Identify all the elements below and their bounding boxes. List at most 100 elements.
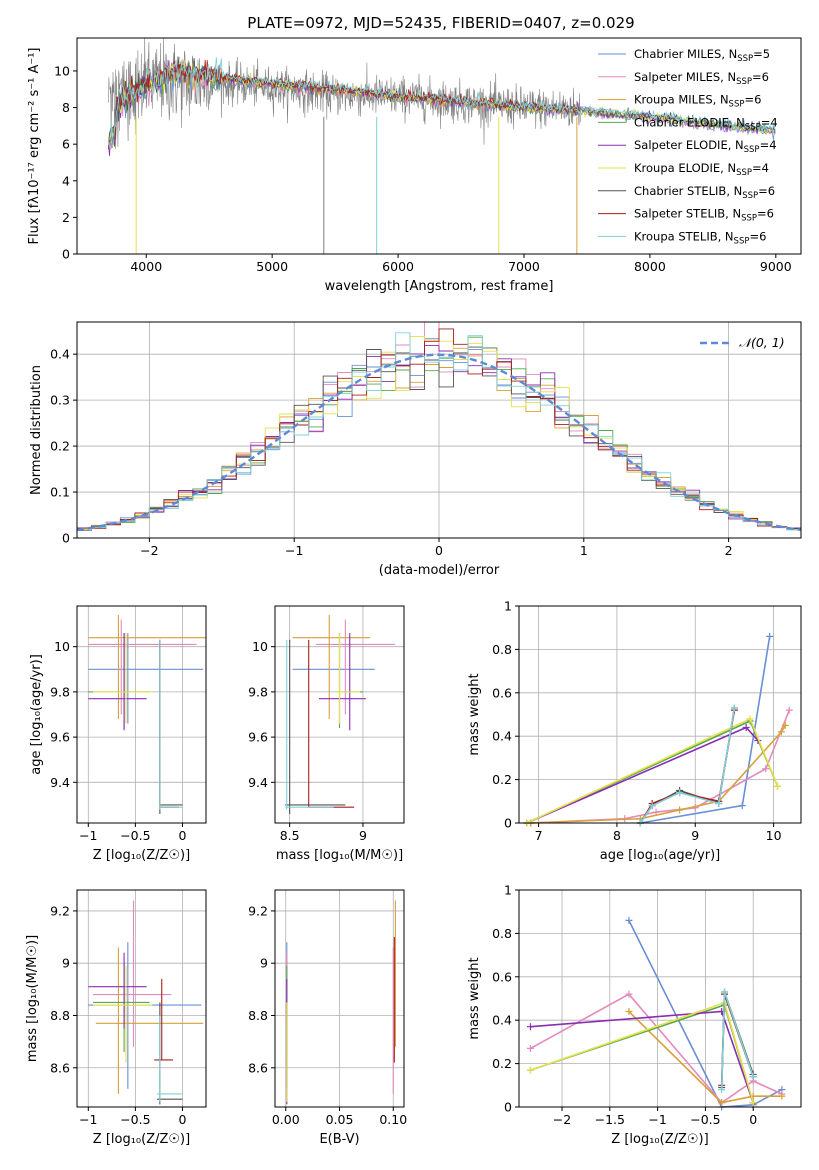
error-bar: [88, 633, 147, 731]
spectrum-lines: [108, 38, 776, 254]
weight-point: [774, 782, 781, 790]
error-bar: [88, 615, 206, 720]
histograms: [77, 322, 801, 533]
axes-frame: [76, 37, 802, 255]
x-tick-label: −1: [648, 1112, 666, 1127]
weight-point: [648, 802, 656, 810]
y-tick-label: 0.2: [492, 1056, 512, 1071]
legend-label-eq: =6: [744, 93, 761, 107]
legend-label-eq: =6: [752, 70, 769, 84]
weight-point: [718, 1086, 726, 1094]
y-tick-label: 10: [54, 63, 70, 78]
weight-point: [625, 990, 633, 998]
legend-label: Kroupa ELODIE, NSSP=4: [634, 161, 769, 178]
x-axis-label: wavelength [Angstrom, rest frame]: [325, 279, 554, 294]
ebv_mass-grid: [275, 890, 404, 1107]
z_mass-grid: [77, 890, 206, 1107]
x-tick-label: −2: [140, 543, 158, 558]
weight-line: [530, 724, 786, 824]
legend-label-text: Salpeter MILES, N: [634, 70, 736, 84]
y-tick-label: 10: [54, 639, 70, 654]
y-tick-label: 9.4: [248, 775, 268, 790]
weight-point: [730, 704, 738, 712]
error-bar: [88, 952, 147, 1029]
z_age-marks: [88, 615, 206, 814]
y-tick-label: 8: [62, 100, 70, 115]
y-tick-label: 0.4: [50, 347, 70, 362]
y-tick-label: 6: [62, 137, 70, 152]
model-spectrum-line: [108, 57, 776, 150]
weight-point: [749, 1099, 757, 1107]
y-axis-label: Normed distribution: [29, 365, 44, 495]
weight-point: [526, 1023, 534, 1031]
weight-series: [523, 715, 781, 827]
x-axis-label: E(B-V): [319, 1132, 359, 1147]
axes-frame: [518, 605, 802, 824]
legend-label-sub: SSP: [734, 236, 750, 246]
z_weight-marks: [526, 916, 786, 1111]
y-tick-label: 0: [504, 816, 512, 831]
x-tick-label: 8000: [634, 259, 666, 274]
weight-series: [527, 721, 789, 827]
x-tick-label: 2: [725, 543, 733, 558]
x-tick-label: 0.10: [379, 1112, 407, 1127]
x-tick-label: 0: [178, 1112, 186, 1127]
legend-label-text: Chabrier STELIB, N: [634, 184, 742, 198]
y-tick-label: 0: [62, 247, 70, 262]
y-tick-label: 1: [504, 599, 512, 614]
y-tick-label: 0.8: [492, 926, 512, 941]
weight-point: [781, 721, 789, 729]
legend-label-eq: =4: [752, 161, 769, 175]
x-tick-label: −1: [79, 828, 97, 843]
z_age-axes: −1 −0.5 0 9.4 9.6 9.8 10 Z [log₁₀(Z/Z☉)] age [lo…: [29, 605, 207, 863]
legend-label: Salpeter ELODIE, NSSP=4: [634, 138, 777, 155]
y-tick-label: 9.6: [248, 730, 268, 745]
legend-label-text: Salpeter STELIB, N: [634, 207, 741, 221]
x-tick-label: −1: [285, 543, 303, 558]
z-mass-panel: −1 −0.5 0 8.6 8.8 9 9.2 Z [log₁₀(Z/Z☉)] mass [lo…: [25, 889, 207, 1147]
y-tick-label: 9.2: [248, 903, 268, 918]
z_mass-axes: −1 −0.5 0 8.6 8.8 9 9.2 Z [log₁₀(Z/Z☉)] mass [lo…: [25, 889, 207, 1147]
ebv_mass-marks: [286, 900, 396, 1105]
y-tick-label: 0: [504, 1100, 512, 1115]
x-tick-label: −0.5: [120, 1112, 150, 1127]
weight-point: [526, 1044, 534, 1052]
x-tick-label: −1.5: [595, 1112, 625, 1127]
legend-label-eq: =5: [753, 47, 770, 61]
error-bar: [336, 633, 361, 724]
legend-label-text: Kroupa ELODIE, N: [634, 161, 736, 175]
error-bar: [285, 639, 334, 810]
axes-frame: [76, 889, 207, 1108]
legend-label: Kroupa MILES, NSSP=6: [634, 93, 761, 110]
spectrum-marks: Chabrier MILES, NSSP=5 Salpeter MILES, N S…: [108, 38, 778, 254]
error-bar: [88, 619, 197, 715]
error-bar: [157, 1015, 183, 1102]
weight-point: [625, 1008, 633, 1016]
z-weight-panel: −2 −1.5 −1 −0.5 0 0 0.2 0.4 0.6 0.8 1 Z [log₁₀(Z/Z☉…: [467, 883, 802, 1147]
figure-title: PLATE=0972, MJD=52435, FIBERID=0407, z=0…: [247, 14, 634, 32]
legend-label-text: Kroupa STELIB, N: [634, 229, 734, 243]
y-tick-label: 0.4: [492, 1013, 512, 1028]
spectrum-axes: 4000 5000 6000 7000 8000 9000 0 2 4 6 8 10 wavelengt…: [27, 37, 802, 294]
y-tick-label: 0.8: [492, 642, 512, 657]
mass-age-panel: 8.5 9 9.4 9.6 9.8 10 mass [log₁₀(M/M☉)]: [248, 605, 405, 863]
legend-label: Kroupa STELIB, NSSP=6: [634, 229, 766, 246]
x-axis-label: age [log₁₀(age/yr)]: [600, 848, 721, 863]
legend-label: Chabrier MILES, NSSP=5: [634, 47, 770, 64]
legend-label-text: Salpeter ELODIE, N: [634, 138, 744, 152]
y-tick-label: 8.8: [50, 1008, 70, 1023]
age_weight-marks: [523, 632, 793, 827]
y-axis-label: mass weight: [467, 673, 482, 755]
weight-point: [738, 802, 746, 810]
x-axis-label: mass [log₁₀(M/M☉)]: [276, 848, 403, 863]
y-tick-label: 0.2: [492, 772, 512, 787]
spectrum-legend: Chabrier MILES, NSSP=5 Salpeter MILES, N S…: [598, 47, 778, 246]
error-bar: [93, 633, 153, 724]
x-tick-label: 0.05: [326, 1112, 354, 1127]
legend-label-sub: SSP: [742, 191, 758, 201]
weight-series: [526, 990, 786, 1107]
y-tick-label: 0: [62, 531, 70, 546]
z_age-grid: [77, 606, 206, 823]
z_mass-marks: [88, 900, 204, 1105]
